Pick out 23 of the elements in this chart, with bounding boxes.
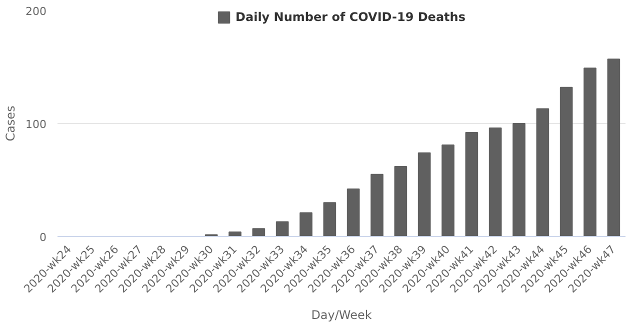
bar (584, 68, 596, 236)
bar (607, 58, 620, 236)
bar (512, 123, 526, 236)
y-tick-label: 100 (26, 118, 47, 131)
bar (418, 152, 431, 236)
bar (442, 144, 454, 236)
bar (465, 132, 478, 236)
y-tick-label: 200 (26, 5, 47, 18)
bar (323, 202, 336, 236)
x-axis-title: Day/Week (311, 308, 372, 322)
legend-label: Daily Number of COVID-19 Deaths (236, 10, 466, 24)
bar (394, 166, 408, 236)
bar (370, 174, 384, 236)
y-tick-label: 0 (40, 231, 46, 244)
bar (300, 212, 312, 236)
y-axis-title: Cases (4, 106, 18, 142)
bar (488, 128, 502, 236)
bar (276, 221, 289, 236)
bar (560, 86, 573, 236)
bar (252, 228, 266, 236)
bar (536, 108, 550, 236)
bar (228, 231, 242, 236)
bar (346, 188, 360, 236)
